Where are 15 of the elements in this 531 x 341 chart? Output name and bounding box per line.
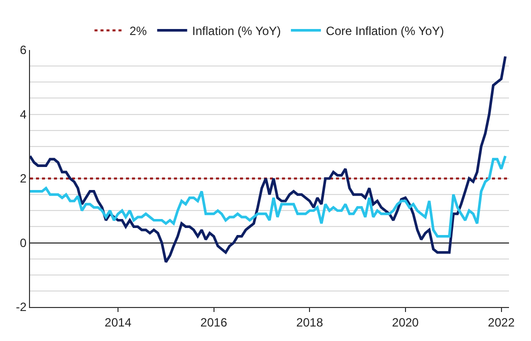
legend-label: 2%	[130, 24, 148, 38]
x-tick-label: 2018	[296, 315, 324, 330]
x-tick-label: 2022	[488, 315, 515, 330]
x-tick-label: 2016	[200, 315, 228, 330]
y-tick-label: -2	[16, 300, 27, 314]
y-tick-label: 6	[20, 43, 27, 58]
x-tick-label: 2020	[392, 315, 420, 330]
legend-label: Inflation (% YoY)	[192, 24, 281, 38]
y-tick-label: 2	[20, 172, 27, 186]
line-series	[30, 154, 507, 238]
legend-label: Core Inflation (% YoY)	[326, 24, 444, 38]
line-series	[30, 55, 507, 264]
y-tick-label: 4	[20, 107, 27, 122]
y-tick-label: 0	[20, 236, 27, 250]
x-tick-label: 2014	[104, 315, 132, 330]
